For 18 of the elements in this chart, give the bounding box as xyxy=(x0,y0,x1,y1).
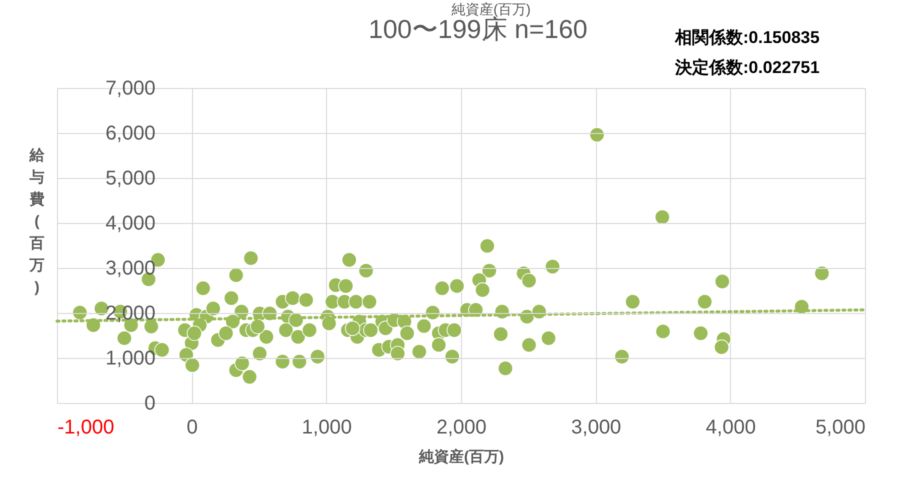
x-tick-label: 2,000 xyxy=(436,416,487,438)
y-tick-label: 0 xyxy=(144,392,156,414)
x-tick-label: 4,000 xyxy=(706,416,756,438)
text: 決定係数:0.022751 xyxy=(674,58,820,77)
x-tick-label: 0 xyxy=(186,416,198,438)
y-tick-label: 6,000 xyxy=(105,122,156,144)
y-tick-label: 5,000 xyxy=(105,168,156,190)
x-axis-title: 純資産(百万) xyxy=(418,448,504,466)
y-tick-label: 4,000 xyxy=(105,212,156,234)
y-axis-title: 給与費(百万) xyxy=(28,147,46,296)
y-tick-label: 1,000 xyxy=(105,348,156,370)
text: 相関係数:0.150835 xyxy=(674,28,820,47)
x-tick-label: -1,000 xyxy=(58,416,114,438)
y-tick-label: 7,000 xyxy=(105,78,156,100)
x-tick-label: 3,000 xyxy=(571,416,622,438)
x-tick-label: 1,000 xyxy=(302,416,352,438)
x-tick-label: 5,000 xyxy=(815,416,866,438)
y-tick-label: 3,000 xyxy=(105,258,156,280)
